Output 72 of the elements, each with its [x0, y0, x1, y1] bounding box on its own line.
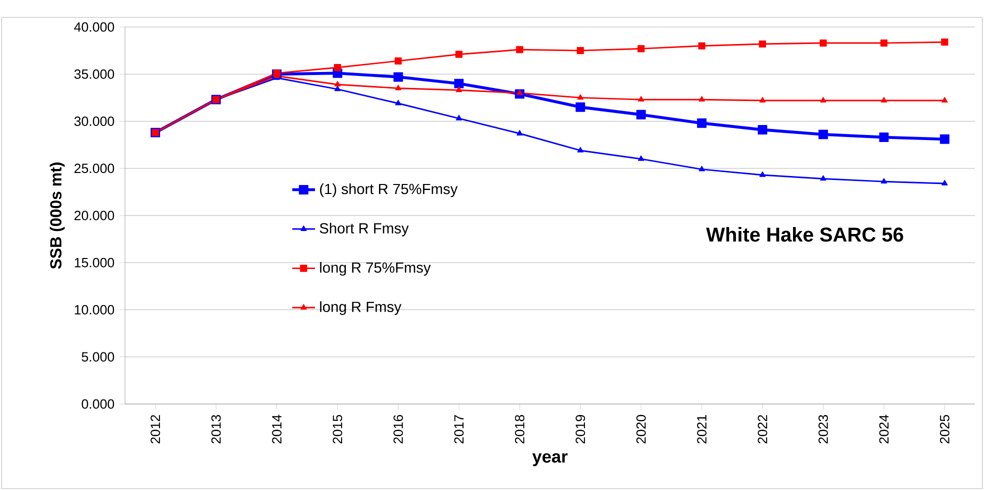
y-tick-label: 10.000: [74, 305, 114, 314]
point: [880, 96, 888, 102]
point: [820, 175, 826, 181]
y-tick-label: 0.000: [82, 399, 114, 409]
point: [941, 38, 948, 46]
legend-label: long R 75%Fmsy: [320, 262, 431, 276]
point: [334, 86, 341, 92]
x-tick-label: 2022: [758, 415, 768, 444]
point: [820, 96, 826, 102]
point: [516, 89, 523, 95]
y-tick-label: 35.000: [74, 69, 114, 79]
point: [638, 96, 644, 102]
point: [759, 96, 766, 102]
x-tick-label: 2019: [576, 415, 586, 444]
x-tick-label: 2015: [332, 414, 342, 444]
x-tick-label: 2020: [636, 414, 646, 444]
x-tick-label: 2021: [697, 415, 707, 444]
x-tick-label: 2016: [394, 414, 403, 444]
point: [940, 134, 950, 144]
point: [638, 45, 645, 52]
point: [758, 125, 768, 134]
y-tick-label: 30.000: [74, 116, 114, 126]
point: [880, 178, 888, 184]
y-tick-label: 40.000: [74, 22, 114, 32]
legend-label: (1) short R 75%Fmsy: [320, 183, 458, 198]
x-tick-label: 2012: [150, 415, 160, 444]
y-tick-label: 20.000: [74, 210, 114, 220]
point: [942, 96, 948, 102]
point: [879, 132, 889, 142]
point: [698, 166, 705, 172]
point: [393, 72, 403, 82]
point: [698, 42, 706, 50]
point: [698, 96, 705, 102]
point: [577, 94, 584, 100]
point: [577, 146, 584, 152]
point: [516, 130, 523, 136]
x-tick-label: 2018: [514, 414, 524, 444]
annotation: White Hake SARC 56: [706, 227, 904, 242]
y-tick-label: 5.000: [82, 352, 114, 362]
point: [636, 110, 646, 120]
point: [394, 57, 402, 64]
x-axis-title: year: [532, 453, 568, 466]
x-tick-label: 2017: [454, 415, 464, 444]
x-tick-label: 2013: [211, 414, 221, 444]
point: [455, 50, 462, 58]
point: [576, 102, 586, 112]
point: [456, 114, 462, 120]
point: [395, 100, 402, 106]
point: [395, 84, 402, 90]
point: [576, 47, 584, 54]
point: [516, 46, 524, 54]
point: [334, 64, 342, 72]
point: [638, 155, 644, 161]
point: [697, 118, 707, 128]
point: [758, 40, 766, 48]
y-axis-title: SSB (000s mt): [50, 162, 65, 269]
legend-label: Short R Fmsy: [320, 222, 409, 236]
x-tick-label: 2014: [272, 414, 282, 444]
x-tick-label: 2025: [940, 414, 950, 444]
point: [334, 80, 341, 86]
x-tick-label: 2024: [879, 414, 889, 444]
point: [820, 39, 827, 47]
point: [880, 39, 888, 47]
point: [818, 130, 828, 140]
point: [942, 180, 948, 186]
legend-label: long R Fmsy: [320, 301, 402, 315]
point: [454, 78, 464, 88]
point: [759, 171, 766, 177]
y-tick-label: 15.000: [74, 258, 114, 268]
x-tick-label: 2023: [818, 414, 828, 444]
y-tick-label: 25.000: [74, 164, 114, 174]
point: [456, 86, 462, 92]
